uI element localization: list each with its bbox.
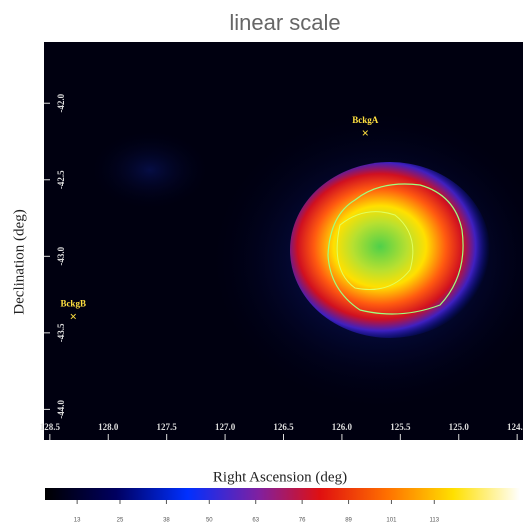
colorbar-tick-label: 76 xyxy=(299,518,306,524)
x-tick-label: 125.0 xyxy=(449,422,470,432)
y-tick-label: -42.5 xyxy=(56,170,66,189)
colorbar-tick-label: 89 xyxy=(345,518,352,524)
colorbar-tick-label: 101 xyxy=(386,518,397,524)
chart: linear scale Right Ascension (deg) Decli… xyxy=(0,0,523,530)
annotation-label: BckgB xyxy=(60,299,86,309)
sky-image xyxy=(44,42,523,440)
x-tick-label: 127.5 xyxy=(157,422,178,432)
colorbar-tick-label: 13 xyxy=(74,518,81,524)
x-tick-label: 128.0 xyxy=(98,422,119,432)
y-tick-label: -43.5 xyxy=(56,323,66,342)
x-tick-label: 126.0 xyxy=(332,422,353,432)
colorbar-tick-label: 50 xyxy=(206,518,213,524)
x-tick-label: 128.5 xyxy=(40,422,61,432)
colorbar-tick-label: 25 xyxy=(117,518,124,524)
colorbar-tick-label: 38 xyxy=(163,518,170,524)
colorbar xyxy=(45,488,520,500)
x-tick-label: 125.5 xyxy=(390,422,411,432)
annotation-label: BckgA xyxy=(352,115,379,125)
colorbar-tick-label: 63 xyxy=(252,518,259,524)
y-tick-label: -42.0 xyxy=(56,93,66,112)
chart-title: linear scale xyxy=(229,10,340,35)
x-tick-label: 126.5 xyxy=(273,422,294,432)
x-axis-label: Right Ascension (deg) xyxy=(213,469,347,485)
y-axis-label: Declination (deg) xyxy=(11,209,27,314)
colorbar-tick-label: 113 xyxy=(429,518,439,524)
annotation-marker: × xyxy=(70,310,77,324)
annotation-marker: × xyxy=(362,126,369,140)
x-tick-label: 124.5 xyxy=(507,422,523,432)
y-tick-label: -43.0 xyxy=(56,246,66,265)
x-tick-label: 127.0 xyxy=(215,422,236,432)
y-tick-label: -44.0 xyxy=(56,400,66,419)
